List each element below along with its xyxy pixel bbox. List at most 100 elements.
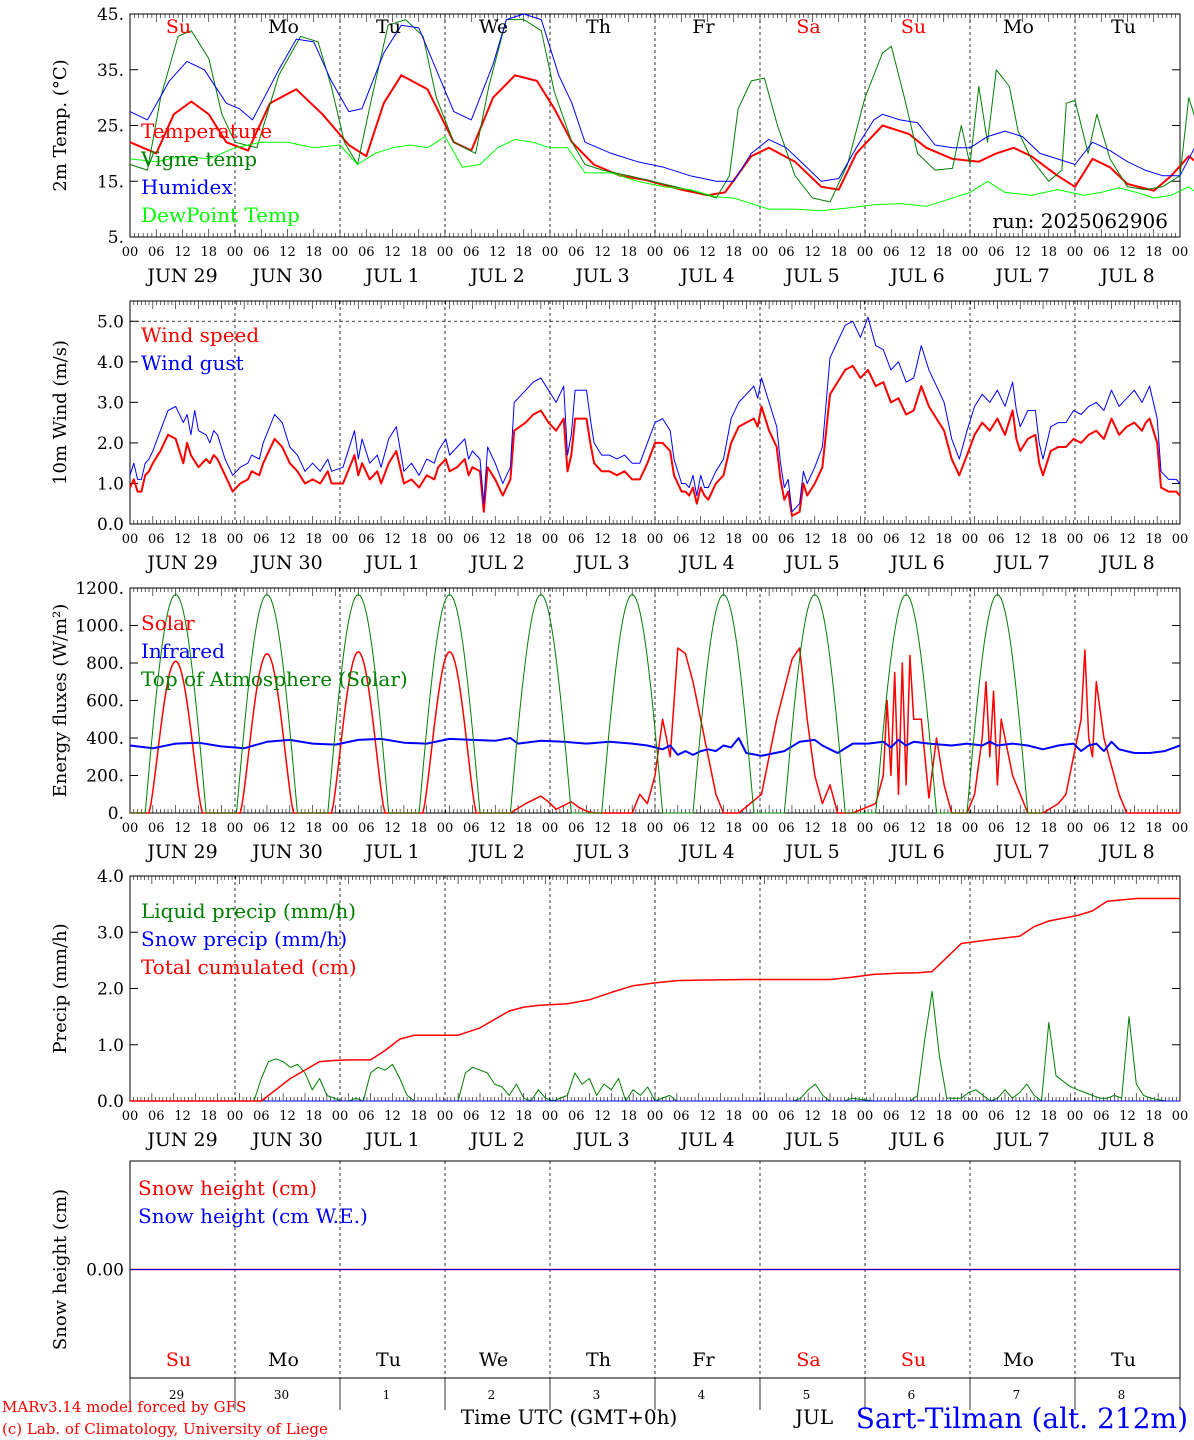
hour-tick-label: 18 (725, 245, 742, 260)
day-label: JUN 29 (145, 265, 217, 287)
hour-tick-label: 12 (909, 1109, 926, 1124)
weekday-label: Th (586, 16, 611, 38)
day-label: JUL 1 (363, 1129, 419, 1151)
hour-tick-label: 00 (1067, 532, 1084, 547)
day-label: JUN 30 (250, 841, 322, 863)
hour-tick-label: 06 (673, 532, 690, 547)
series-line-1 (129, 364, 1181, 517)
hour-tick-label: 12 (1014, 245, 1031, 260)
hour-tick-label: 12 (279, 1109, 296, 1124)
panel-3: 0. 200. 400. 600. 800. 1000. 1200.Energy fluxe… (50, 579, 1188, 863)
day-label: JUL 8 (1098, 1129, 1154, 1151)
y-tick-label: 4.0 (97, 867, 124, 887)
weekday-label: Su (166, 16, 191, 38)
hour-tick-label: 18 (305, 532, 322, 547)
hour-tick-label: 12 (384, 821, 401, 836)
day-label: JUN 29 (145, 841, 217, 863)
hour-tick-label: 00 (122, 821, 139, 836)
hour-tick-label: 00 (962, 821, 979, 836)
hour-tick-label: 18 (200, 821, 217, 836)
series-line-3 (129, 13, 1194, 182)
hour-tick-label: 18 (830, 245, 847, 260)
hour-tick-label: 18 (1040, 1109, 1057, 1124)
weekday-label-bottom: Tu (376, 1349, 401, 1371)
hour-tick-label: 12 (489, 1109, 506, 1124)
day-label: JUL 5 (783, 552, 839, 574)
weekday-label-bottom: Mo (1003, 1349, 1034, 1371)
hour-tick-label: 18 (830, 821, 847, 836)
hour-tick-label: 12 (699, 245, 716, 260)
day-label: JUL 8 (1098, 841, 1154, 863)
day-label: JUL 1 (363, 552, 419, 574)
hour-tick-label: 00 (1172, 532, 1189, 547)
day-number-label: 3 (593, 1388, 601, 1402)
hour-tick-label: 06 (1093, 532, 1110, 547)
hour-tick-label: 06 (463, 532, 480, 547)
hour-tick-label: 18 (515, 245, 532, 260)
hour-tick-label: 06 (253, 532, 270, 547)
series-line-4 (129, 136, 1194, 212)
hour-tick-label: 12 (804, 821, 821, 836)
hour-tick-label: 00 (1172, 821, 1189, 836)
hour-tick-label: 12 (279, 245, 296, 260)
hour-tick-label: 00 (752, 821, 769, 836)
hour-tick-label: 18 (515, 821, 532, 836)
series-line-3 (130, 897, 1180, 1102)
panel-2: 0.0 1.0 2.0 3.0 4.0 5.0 10m Wind (m/s) 00 06 12 18… (50, 300, 1189, 574)
weekday-label: Fr (692, 16, 715, 38)
legend-entry: Snow height (cm W.E.) (138, 1204, 368, 1228)
legend-entry: Snow height (cm) (138, 1176, 317, 1200)
series-line-2 (129, 19, 1194, 203)
y-axis-label: 10m Wind (m/s) (50, 340, 71, 485)
hour-tick-label: 12 (384, 245, 401, 260)
day-label: JUL 2 (468, 1129, 524, 1151)
series-line-1 (129, 74, 1194, 197)
hour-tick-label: 18 (620, 532, 637, 547)
legend-entry: Solar (141, 611, 195, 635)
hour-tick-label: 06 (883, 532, 900, 547)
weekday-label-bottom: Sa (796, 1349, 820, 1371)
hour-tick-label: 00 (227, 245, 244, 260)
hour-tick-label: 06 (988, 245, 1005, 260)
hour-tick-label: 12 (384, 1109, 401, 1124)
hour-tick-label: 12 (1119, 821, 1136, 836)
hour-tick-label: 18 (1040, 821, 1057, 836)
hour-tick-label: 12 (1119, 1109, 1136, 1124)
hour-tick-label: 00 (647, 821, 664, 836)
hour-tick-label: 06 (463, 1109, 480, 1124)
x-axis-title: Time UTC (GMT+0h) (461, 1405, 678, 1429)
day-label: JUL 3 (573, 841, 629, 863)
day-number-label: 1 (383, 1388, 391, 1402)
hour-tick-label: 00 (332, 245, 349, 260)
hour-tick-label: 00 (332, 532, 349, 547)
hour-tick-label: 18 (1145, 532, 1162, 547)
hour-tick-label: 00 (122, 1109, 139, 1124)
hour-tick-label: 00 (437, 821, 454, 836)
hour-tick-label: 00 (437, 532, 454, 547)
y-tick-label: 1.0 (97, 1036, 124, 1056)
hour-tick-label: 18 (1040, 245, 1057, 260)
hour-tick-label: 06 (253, 821, 270, 836)
hour-tick-label: 06 (1093, 245, 1110, 260)
hour-tick-label: 06 (358, 1109, 375, 1124)
hour-tick-label: 12 (1014, 1109, 1031, 1124)
station-title: Sart-Tilman (alt. 212m) (856, 1402, 1188, 1435)
plot-frame (129, 587, 1181, 814)
hour-tick-label: 12 (909, 821, 926, 836)
day-label: JUN 30 (250, 265, 322, 287)
hour-tick-label: 12 (909, 532, 926, 547)
hour-tick-label: 06 (253, 245, 270, 260)
hour-tick-label: 18 (935, 532, 952, 547)
hour-tick-label: 00 (122, 245, 139, 260)
hour-tick-label: 06 (1093, 821, 1110, 836)
series-line-3 (130, 594, 1043, 814)
hour-tick-label: 06 (778, 821, 795, 836)
hour-tick-label: 06 (568, 821, 585, 836)
series-line-2 (129, 316, 1181, 513)
y-axis-label: Energy fluxes (W/m²) (50, 604, 71, 798)
hour-tick-label: 12 (1119, 532, 1136, 547)
hour-tick-label: 12 (174, 532, 191, 547)
hour-tick-label: 12 (804, 245, 821, 260)
hour-tick-label: 18 (515, 532, 532, 547)
day-label: JUL 1 (363, 265, 419, 287)
